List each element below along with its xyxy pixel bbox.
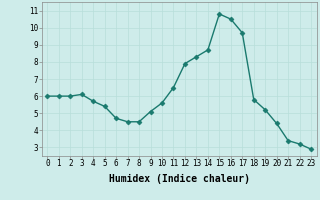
X-axis label: Humidex (Indice chaleur): Humidex (Indice chaleur) xyxy=(109,174,250,184)
